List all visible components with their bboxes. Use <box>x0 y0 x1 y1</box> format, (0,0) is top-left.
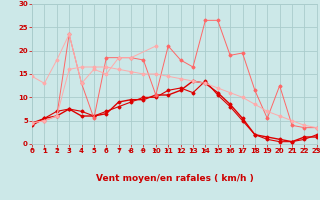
X-axis label: Vent moyen/en rafales ( km/h ): Vent moyen/en rafales ( km/h ) <box>96 174 253 183</box>
